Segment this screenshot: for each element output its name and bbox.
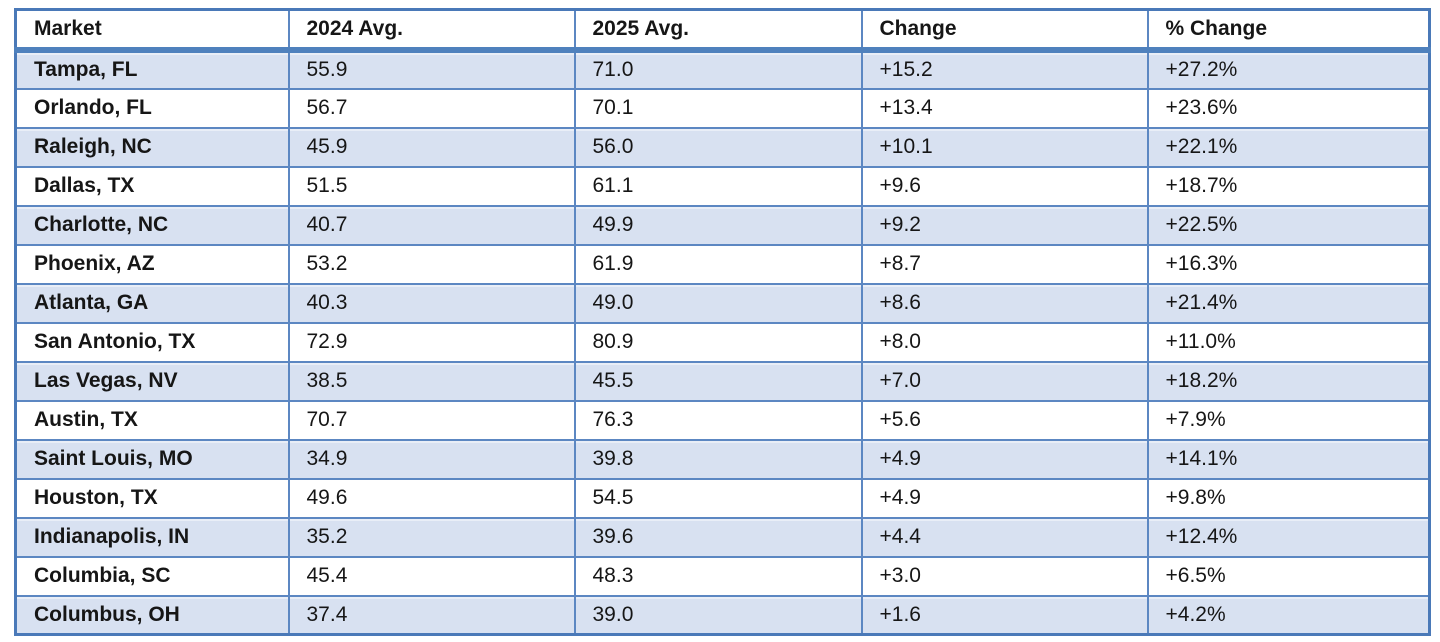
table-row: Orlando, FL 56.7 70.1 +13.4 +23.6% [14, 87, 1431, 129]
avg-2024-cell: 34.9 [287, 438, 576, 480]
avg-2025-cell: 80.9 [573, 321, 863, 363]
market-cell: Atlanta, GA [14, 282, 290, 324]
market-cell: Austin, TX [14, 399, 290, 441]
pct-change-cell: +22.1% [1146, 126, 1431, 168]
avg-2024-cell: 45.9 [287, 126, 576, 168]
avg-2024-cell: 56.7 [287, 87, 576, 129]
table-row: Tampa, FL 55.9 71.0 +15.2 +27.2% [14, 48, 1431, 90]
pct-change-cell: +9.8% [1146, 477, 1431, 519]
column-header-change: Change [860, 8, 1149, 53]
column-header-pct-change: % Change [1146, 8, 1431, 53]
market-cell: Phoenix, AZ [14, 243, 290, 285]
table-row: San Antonio, TX 72.9 80.9 +8.0 +11.0% [14, 321, 1431, 363]
table-row: Las Vegas, NV 38.5 45.5 +7.0 +18.2% [14, 360, 1431, 402]
market-cell: Columbia, SC [14, 555, 290, 597]
market-cell: Charlotte, NC [14, 204, 290, 246]
pct-change-cell: +18.2% [1146, 360, 1431, 402]
table-row: Saint Louis, MO 34.9 39.8 +4.9 +14.1% [14, 438, 1431, 480]
avg-2025-cell: 71.0 [573, 48, 863, 90]
avg-2024-cell: 40.3 [287, 282, 576, 324]
market-cell: Houston, TX [14, 477, 290, 519]
market-cell: Dallas, TX [14, 165, 290, 207]
market-cell: Raleigh, NC [14, 126, 290, 168]
pct-change-cell: +7.9% [1146, 399, 1431, 441]
change-cell: +8.0 [860, 321, 1149, 363]
change-cell: +15.2 [860, 48, 1149, 90]
avg-2025-cell: 39.0 [573, 594, 863, 636]
pct-change-cell: +6.5% [1146, 555, 1431, 597]
change-cell: +1.6 [860, 594, 1149, 636]
table-row: Columbus, OH 37.4 39.0 +1.6 +4.2% [14, 594, 1431, 636]
market-cell: Las Vegas, NV [14, 360, 290, 402]
change-cell: +4.4 [860, 516, 1149, 558]
change-cell: +4.9 [860, 477, 1149, 519]
avg-2024-cell: 37.4 [287, 594, 576, 636]
table-row: Atlanta, GA 40.3 49.0 +8.6 +21.4% [14, 282, 1431, 324]
avg-2025-cell: 48.3 [573, 555, 863, 597]
pct-change-cell: +11.0% [1146, 321, 1431, 363]
avg-2025-cell: 70.1 [573, 87, 863, 129]
pct-change-cell: +4.2% [1146, 594, 1431, 636]
table-row: Charlotte, NC 40.7 49.9 +9.2 +22.5% [14, 204, 1431, 246]
table-row: Houston, TX 49.6 54.5 +4.9 +9.8% [14, 477, 1431, 519]
avg-2025-cell: 61.1 [573, 165, 863, 207]
change-cell: +8.7 [860, 243, 1149, 285]
market-cell: Indianapolis, IN [14, 516, 290, 558]
table-row: Indianapolis, IN 35.2 39.6 +4.4 +12.4% [14, 516, 1431, 558]
column-header-2024-avg: 2024 Avg. [287, 8, 576, 53]
change-cell: +9.2 [860, 204, 1149, 246]
avg-2025-cell: 45.5 [573, 360, 863, 402]
avg-2024-cell: 70.7 [287, 399, 576, 441]
change-cell: +5.6 [860, 399, 1149, 441]
avg-2024-cell: 45.4 [287, 555, 576, 597]
avg-2025-cell: 76.3 [573, 399, 863, 441]
market-cell: San Antonio, TX [14, 321, 290, 363]
change-cell: +8.6 [860, 282, 1149, 324]
table-row: Raleigh, NC 45.9 56.0 +10.1 +22.1% [14, 126, 1431, 168]
avg-2024-cell: 55.9 [287, 48, 576, 90]
change-cell: +4.9 [860, 438, 1149, 480]
avg-2025-cell: 39.6 [573, 516, 863, 558]
change-cell: +3.0 [860, 555, 1149, 597]
avg-2024-cell: 35.2 [287, 516, 576, 558]
column-header-2025-avg: 2025 Avg. [573, 8, 863, 53]
pct-change-cell: +14.1% [1146, 438, 1431, 480]
market-cell: Saint Louis, MO [14, 438, 290, 480]
market-cell: Orlando, FL [14, 87, 290, 129]
avg-2025-cell: 56.0 [573, 126, 863, 168]
pct-change-cell: +21.4% [1146, 282, 1431, 324]
column-header-market: Market [14, 8, 290, 53]
header-row: Market 2024 Avg. 2025 Avg. Change % Chan… [14, 8, 1431, 53]
avg-2025-cell: 39.8 [573, 438, 863, 480]
change-cell: +9.6 [860, 165, 1149, 207]
market-comparison-table: Market 2024 Avg. 2025 Avg. Change % Chan… [14, 8, 1431, 636]
avg-2025-cell: 54.5 [573, 477, 863, 519]
pct-change-cell: +16.3% [1146, 243, 1431, 285]
avg-2024-cell: 51.5 [287, 165, 576, 207]
change-cell: +13.4 [860, 87, 1149, 129]
avg-2024-cell: 49.6 [287, 477, 576, 519]
pct-change-cell: +27.2% [1146, 48, 1431, 90]
table-row: Austin, TX 70.7 76.3 +5.6 +7.9% [14, 399, 1431, 441]
avg-2025-cell: 49.9 [573, 204, 863, 246]
pct-change-cell: +12.4% [1146, 516, 1431, 558]
market-cell: Columbus, OH [14, 594, 290, 636]
avg-2024-cell: 40.7 [287, 204, 576, 246]
market-cell: Tampa, FL [14, 48, 290, 90]
avg-2024-cell: 53.2 [287, 243, 576, 285]
avg-2024-cell: 38.5 [287, 360, 576, 402]
change-cell: +7.0 [860, 360, 1149, 402]
pct-change-cell: +22.5% [1146, 204, 1431, 246]
avg-2024-cell: 72.9 [287, 321, 576, 363]
avg-2025-cell: 49.0 [573, 282, 863, 324]
avg-2025-cell: 61.9 [573, 243, 863, 285]
table-row: Columbia, SC 45.4 48.3 +3.0 +6.5% [14, 555, 1431, 597]
change-cell: +10.1 [860, 126, 1149, 168]
table-row: Phoenix, AZ 53.2 61.9 +8.7 +16.3% [14, 243, 1431, 285]
pct-change-cell: +23.6% [1146, 87, 1431, 129]
table-row: Dallas, TX 51.5 61.1 +9.6 +18.7% [14, 165, 1431, 207]
pct-change-cell: +18.7% [1146, 165, 1431, 207]
table-body: Tampa, FL 55.9 71.0 +15.2 +27.2% Orlando… [14, 48, 1431, 636]
